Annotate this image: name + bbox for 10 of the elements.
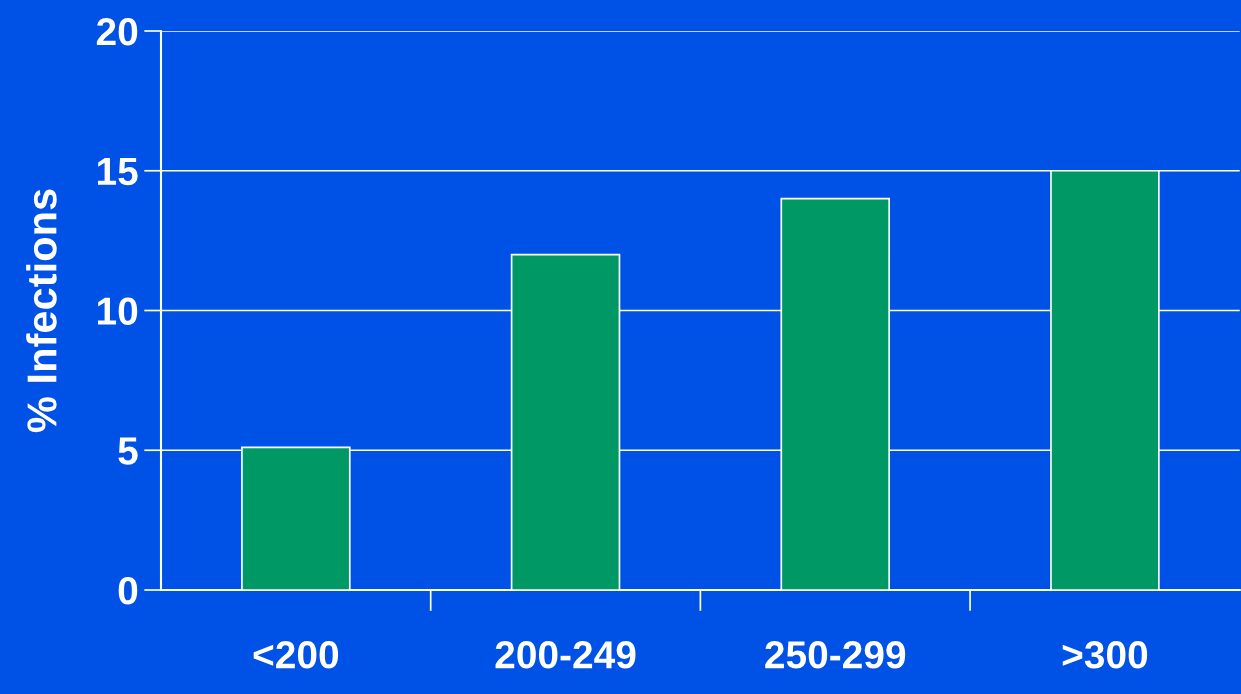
x-tick-label: <200 [253, 641, 339, 669]
y-axis-title: % Infections [26, 189, 57, 433]
y-tick-label: 10 [97, 297, 138, 325]
y-tick-label: 15 [97, 158, 138, 186]
x-tick-label: 200-249 [495, 641, 636, 669]
y-tick-label: 0 [118, 576, 138, 605]
x-tick-label: >300 [1062, 641, 1148, 669]
y-tick-label: 20 [96, 17, 138, 46]
x-tick-label: 250-299 [765, 641, 906, 669]
y-tick-label: 5 [118, 437, 138, 465]
